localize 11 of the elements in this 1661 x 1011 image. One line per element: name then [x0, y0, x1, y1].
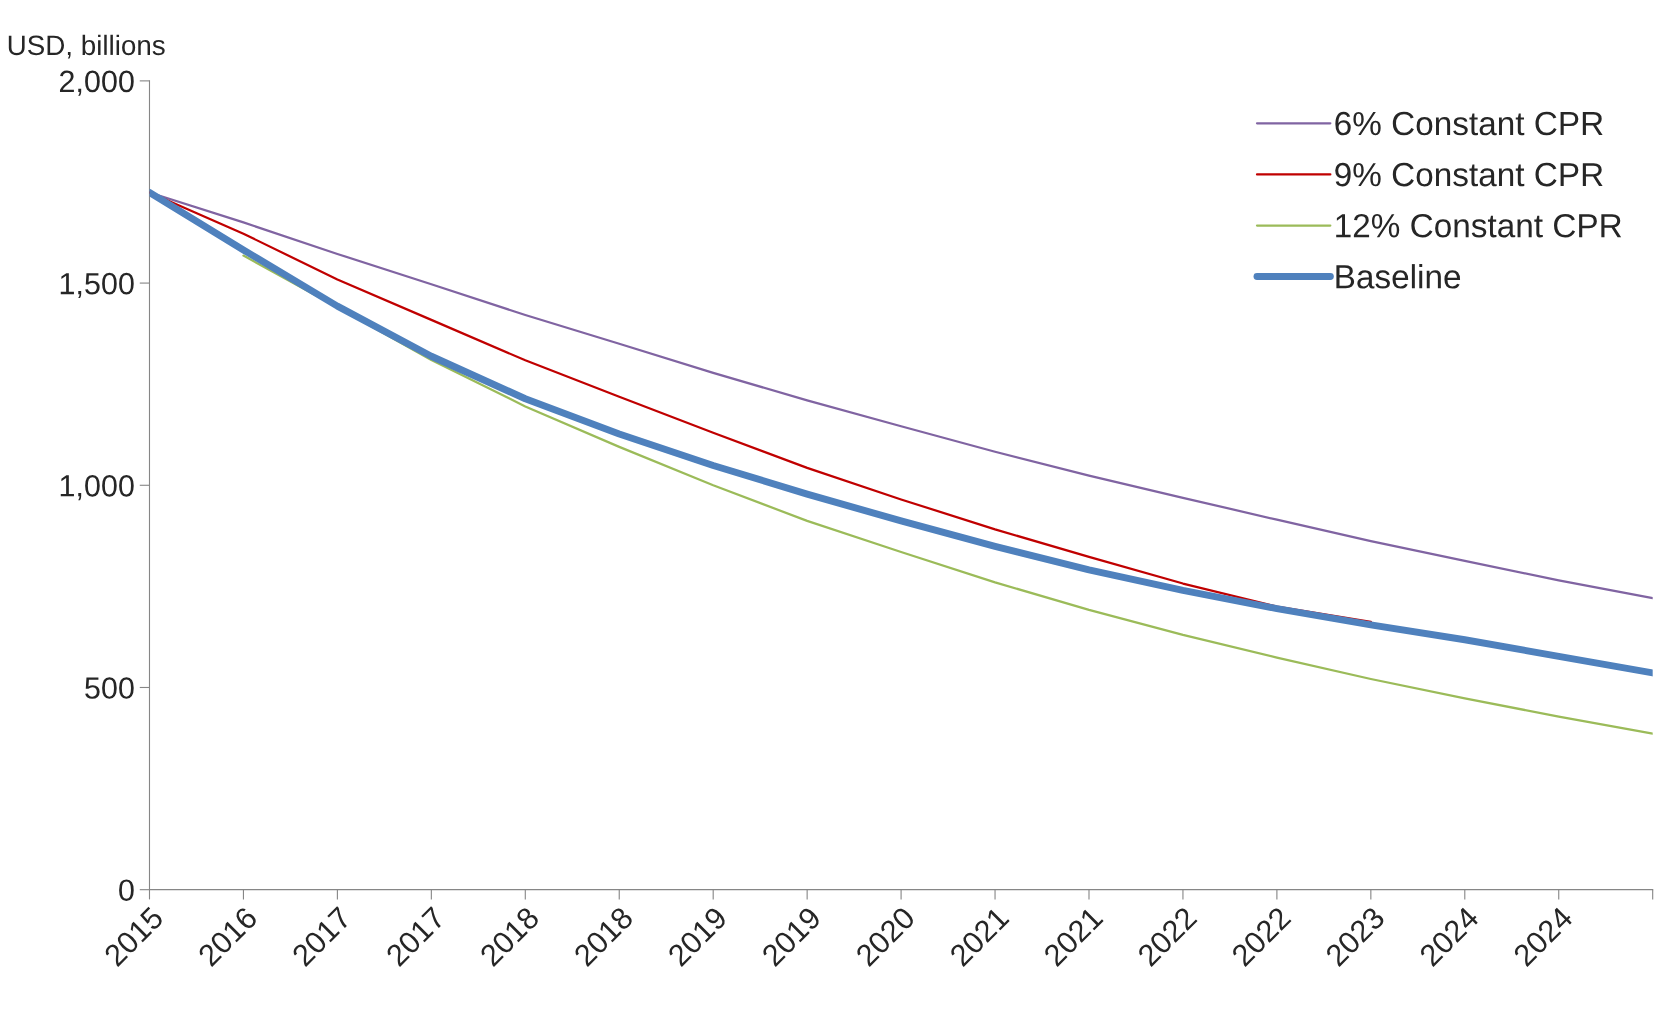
y-tick-label: 2,000 — [59, 70, 134, 96]
legend-label: 6% Constant CPR — [1335, 111, 1603, 136]
y-tick-label: 500 — [85, 677, 134, 699]
y-axis-title: USD, billions — [8, 34, 165, 59]
line-series — [242, 254, 1653, 735]
y-tick-label: 0 — [119, 879, 134, 902]
y-tick-label: 1,500 — [60, 272, 134, 299]
legend-label: 9% Constant CPR — [1335, 162, 1603, 187]
legend-label: 12% Constant CPR — [1336, 213, 1622, 238]
y-tick-label: 1,000 — [60, 475, 134, 501]
legend-label: Baseline — [1336, 264, 1461, 289]
